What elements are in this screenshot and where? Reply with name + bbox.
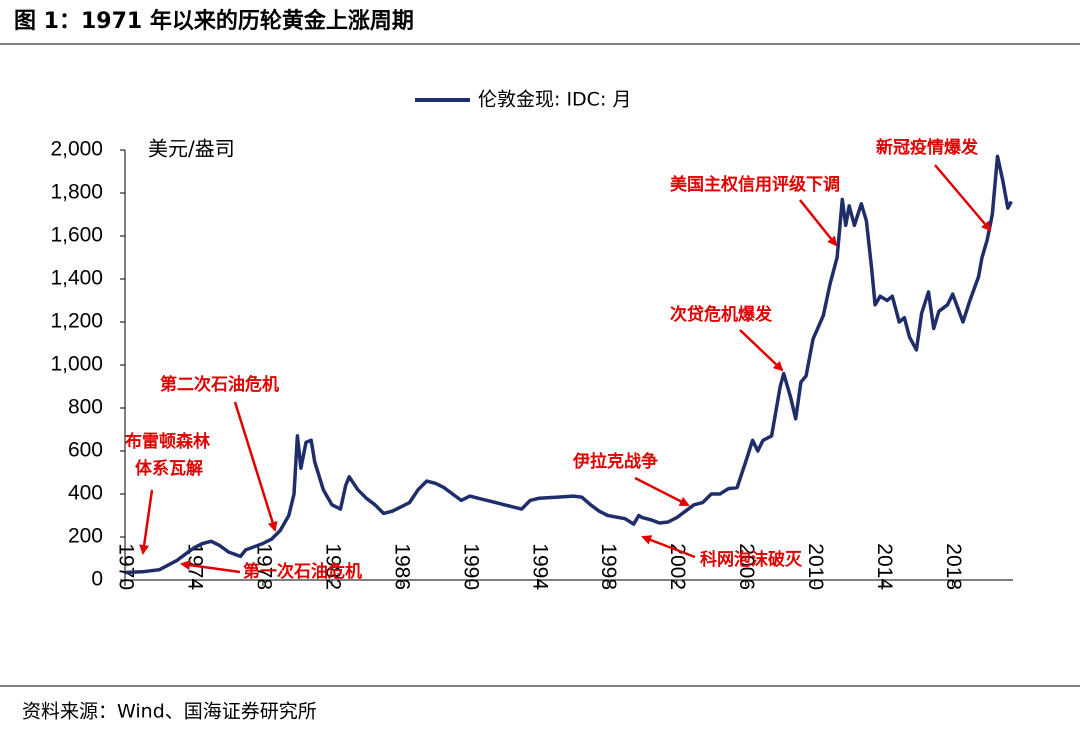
y-tick-label: 800 [68, 396, 103, 419]
x-tick-label: 1994 [528, 543, 551, 590]
y-tick-label: 200 [68, 525, 103, 548]
y-axis-label: 美元/盎司 [148, 137, 235, 161]
annotation: 体系瓦解 [135, 458, 203, 479]
annotation-arrow [139, 489, 154, 555]
chart-title: 图 1：1971 年以来的历轮黄金上涨周期 [14, 8, 414, 34]
y-tick-label: 1,800 [50, 181, 103, 204]
annotation: 第一次石油危机 [243, 561, 362, 582]
annotation-arrow [180, 560, 241, 574]
annotation: 美国主权信用评级下调 [670, 174, 840, 195]
source-note: 资料来源：Wind、国海证券研究所 [22, 701, 317, 723]
y-tick-label: 0 [91, 568, 103, 591]
x-tick-label: 1982 [321, 543, 344, 590]
y-tick-label: 1,600 [50, 224, 103, 247]
annotation: 新冠疫情爆发 [876, 137, 979, 158]
annotation-arrow [233, 401, 278, 532]
x-tick-label: 2018 [942, 543, 965, 590]
x-tick-label: 1990 [459, 543, 482, 590]
legend-label: 伦敦金现: IDC: 月 [478, 89, 631, 111]
annotation-arrow [634, 476, 690, 507]
x-tick-label: 1978 [252, 543, 275, 590]
x-tick-label: 1986 [390, 543, 413, 590]
annotation-arrow [799, 199, 838, 247]
annotation: 第二次石油危机 [160, 374, 279, 395]
annotation-arrow [641, 535, 696, 559]
annotation-arrow [934, 164, 992, 232]
annotation: 次贷危机爆发 [670, 304, 773, 325]
y-tick-label: 400 [68, 482, 103, 505]
y-tick-label: 1,400 [50, 267, 103, 290]
x-tick-label: 2002 [666, 543, 689, 590]
x-tick-label: 1998 [597, 543, 620, 590]
annotation-arrow [739, 329, 784, 372]
x-tick-label: 2010 [804, 543, 827, 590]
x-tick-label: 1970 [114, 543, 137, 590]
annotation: 布雷顿森林 [125, 431, 210, 452]
y-tick-label: 600 [68, 439, 103, 462]
annotation: 科网泡沫破灭 [700, 549, 803, 570]
x-tick-label: 2014 [873, 543, 896, 590]
price-line [124, 154, 1013, 575]
y-tick-label: 1,000 [50, 353, 103, 376]
y-tick-label: 2,000 [50, 138, 103, 161]
y-tick-label: 1,200 [50, 310, 103, 333]
x-tick-label: 2006 [735, 543, 758, 590]
annotation: 伊拉克战争 [572, 451, 658, 472]
